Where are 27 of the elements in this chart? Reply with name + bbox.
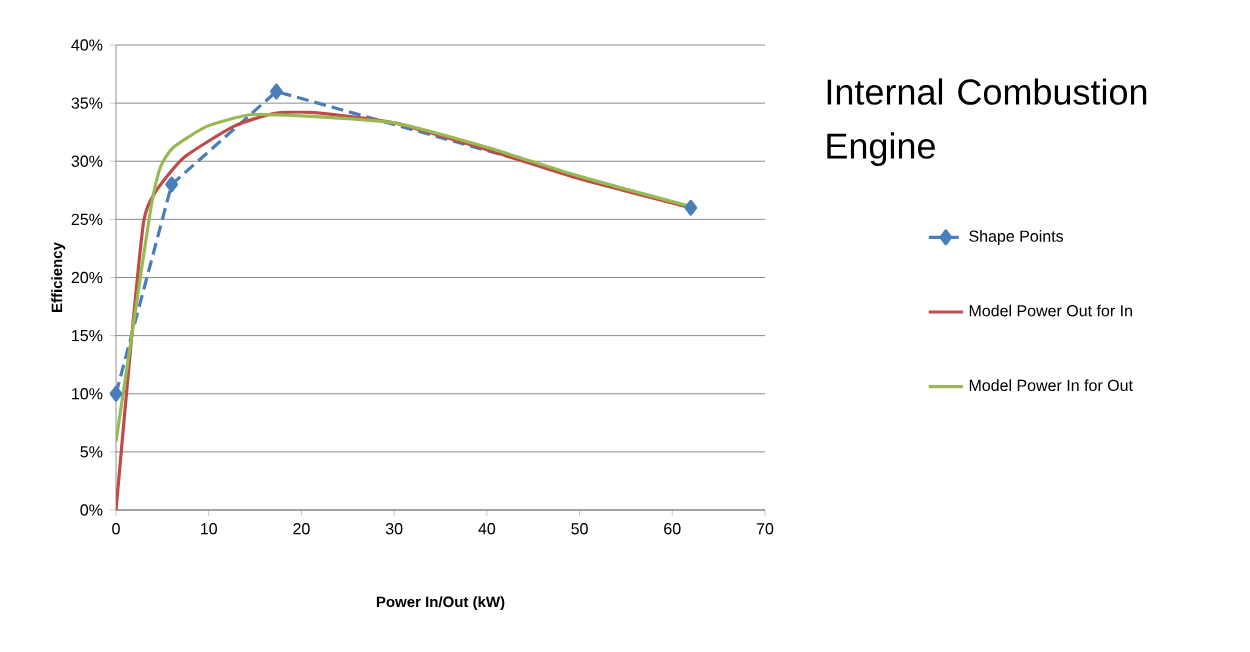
x-tick-label: 30: [385, 523, 403, 535]
x-tick-label: 0: [112, 523, 120, 535]
point: [269, 83, 283, 100]
y-tick-label: 20%: [71, 271, 103, 284]
legend-label: Model Power Out for In: [969, 304, 1132, 317]
y-tick-label: 35%: [71, 97, 103, 109]
legend-label: Shape Points: [969, 230, 1064, 246]
x-tick-label: 40: [478, 523, 496, 535]
y-tick-label: 30%: [71, 155, 103, 167]
y-tick-label: 25%: [71, 213, 103, 226]
y-tick-label: 10%: [72, 388, 103, 400]
x-tick-label: 70: [756, 523, 774, 535]
x-tick-label: 20: [293, 523, 310, 535]
x-tick-label: 50: [571, 523, 588, 535]
point: [165, 176, 179, 193]
legend-label: Model Power In for Out: [969, 379, 1133, 392]
x-tick-label: 10: [201, 523, 217, 535]
text: Internal Combustion Engine: [827, 78, 1147, 166]
point: [684, 199, 698, 216]
y-tick-label: 0%: [80, 504, 103, 516]
y-tick-label: 5%: [80, 446, 103, 458]
x-axis-title: Power In/Out (kW): [376, 596, 505, 611]
x-tick-label: 60: [664, 523, 681, 535]
point: [109, 385, 123, 402]
y-tick-label: 15%: [72, 329, 103, 342]
y-axis-title: Efficiency: [51, 242, 66, 312]
y-tick-label: 40%: [71, 39, 103, 51]
